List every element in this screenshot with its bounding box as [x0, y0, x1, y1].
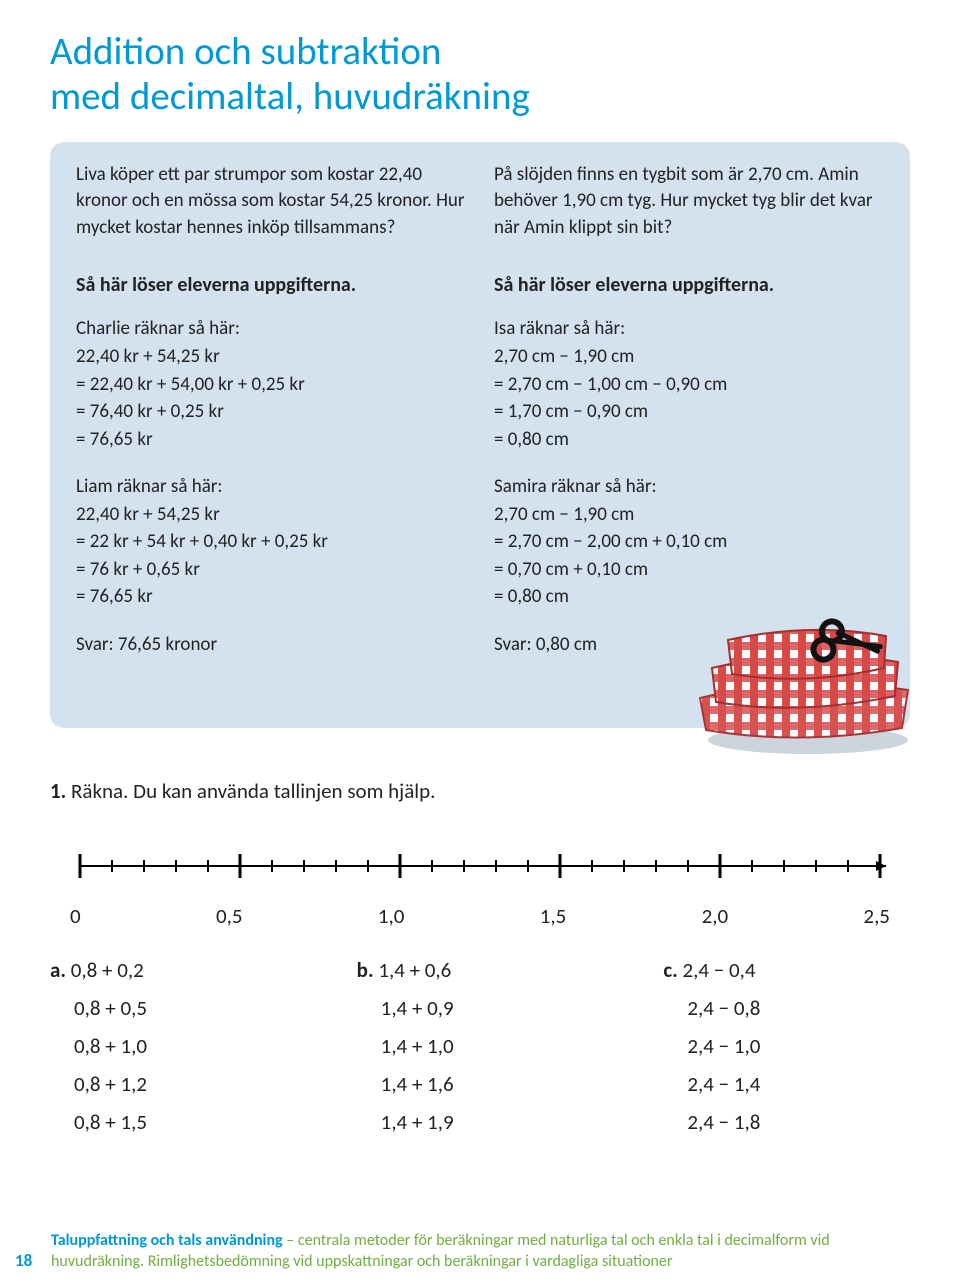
task-expression: 0,8 + 1,0	[50, 1033, 297, 1059]
task-expression: 1,4 + 1,0	[357, 1033, 604, 1059]
example-box: Liva köper ett par strumpor som kostar 2…	[50, 142, 910, 729]
page-footer: 18 Taluppfattning och tals användning – …	[0, 1230, 960, 1273]
numberline-label: 0,5	[216, 903, 243, 929]
task-expression: 0,8 + 1,2	[50, 1071, 297, 1097]
task-expression: 1,4 + 0,9	[357, 995, 604, 1021]
task-letter: b.	[357, 957, 379, 983]
exercise-1-text: Räkna. Du kan använda tallinjen som hjäl…	[66, 778, 435, 804]
right-intro: På slöjden finns en tygbit som är 2,70 c…	[494, 162, 884, 242]
right-answer: Svar: 0,80 cm	[494, 631, 884, 659]
samira-solution: Samira räknar så här: 2,70 cm − 1,90 cm …	[494, 473, 884, 611]
numberline-label: 2,0	[702, 903, 729, 929]
task-head: c. 2,4 − 0,4	[663, 957, 910, 983]
task-expression: 0,8 + 0,5	[50, 995, 297, 1021]
title-line-1: Addition och subtraktion	[50, 28, 441, 75]
task-column: a. 0,8 + 0,2 0,8 + 0,5 0,8 + 1,0 0,8 + 1,2 0…	[50, 957, 297, 1147]
left-answer: Svar: 76,65 kronor	[76, 631, 466, 659]
exercise-1-number: 1.	[50, 778, 66, 804]
task-expression: 0,8 + 1,5	[50, 1109, 297, 1135]
right-column: På slöjden finns en tygbit som är 2,70 c…	[494, 162, 884, 659]
exercise-1-label: 1. Räkna. Du kan använda tallinjen som h…	[50, 778, 910, 804]
task-expression: 2,4 − 1,0	[663, 1033, 910, 1059]
isa-solution: Isa räknar så här: 2,70 cm − 1,90 cm = 2…	[494, 315, 884, 453]
task-expression: 2,4 − 0,8	[663, 995, 910, 1021]
footer-sep: –	[283, 1231, 298, 1250]
numberline-label: 1,5	[540, 903, 567, 929]
page-title: Addition och subtraktion med decimaltal,…	[50, 30, 910, 120]
charlie-solution: Charlie räknar så här: 22,40 kr + 54,25 …	[76, 315, 466, 453]
footer-text: Taluppfattning och tals användning – cen…	[51, 1230, 910, 1273]
footer-topic: Taluppfattning och tals användning	[51, 1231, 283, 1250]
exercise-tasks: a. 0,8 + 0,2 0,8 + 0,5 0,8 + 1,0 0,8 + 1,2 0…	[50, 957, 910, 1147]
left-subhead: Så här löser eleverna uppgifterna.	[76, 273, 466, 297]
numberline-label: 1,0	[378, 903, 405, 929]
right-subhead: Så här löser eleverna uppgifterna.	[494, 273, 884, 297]
task-column: b. 1,4 + 0,6 1,4 + 0,9 1,4 + 1,0 1,4 + 1,6 1…	[357, 957, 604, 1147]
title-line-2: med decimaltal, huvudräkning	[50, 73, 530, 120]
task-expression: 2,4 − 1,8	[663, 1109, 910, 1135]
task-expression: 0,8 + 0,2	[71, 957, 144, 983]
task-expression: 1,4 + 1,6	[357, 1071, 604, 1097]
liam-solution: Liam räknar så här: 22,40 kr + 54,25 kr …	[76, 473, 466, 611]
task-expression: 2,4 − 0,4	[683, 957, 756, 983]
numberline-label: 2,5	[863, 903, 890, 929]
task-column: c. 2,4 − 0,4 2,4 − 0,8 2,4 − 1,0 2,4 − 1,4 2…	[663, 957, 910, 1147]
task-letter: a.	[50, 957, 71, 983]
task-expression: 1,4 + 1,9	[357, 1109, 604, 1135]
page-number: 18	[15, 1230, 43, 1271]
task-head: a. 0,8 + 0,2	[50, 957, 297, 983]
left-column: Liva köper ett par strumpor som kostar 2…	[76, 162, 466, 659]
left-intro: Liva köper ett par strumpor som kostar 2…	[76, 162, 466, 242]
task-letter: c.	[663, 957, 682, 983]
task-expression: 2,4 − 1,4	[663, 1071, 910, 1097]
numberline-label: 0	[70, 903, 81, 929]
task-expression: 1,4 + 0,6	[378, 957, 451, 983]
number-line: 0 0,5 1,0 1,5 2,0 2,5	[70, 844, 890, 929]
task-head: b. 1,4 + 0,6	[357, 957, 604, 983]
